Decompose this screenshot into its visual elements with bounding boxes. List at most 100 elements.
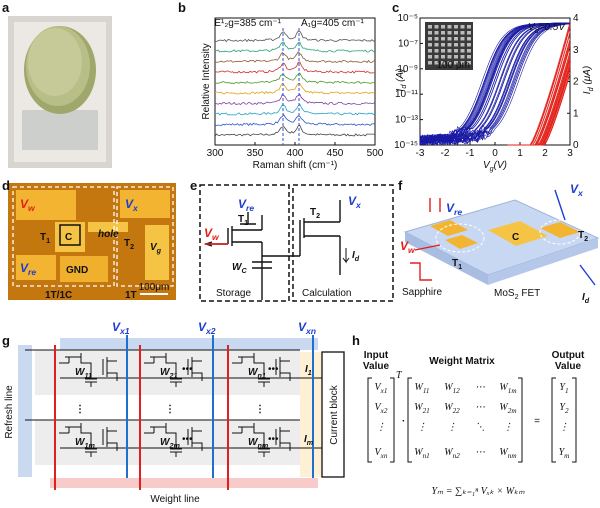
inset-cell — [447, 25, 452, 29]
arrow — [554, 189, 596, 286]
peak-label: E¹₂g=385 cm⁻¹ — [214, 18, 281, 29]
label: T2 — [310, 207, 320, 220]
inset-cell — [447, 55, 452, 59]
dash-box — [199, 184, 290, 302]
pad — [16, 255, 56, 280]
matrix-entry-part: 12 — [453, 387, 461, 395]
inset-cell — [447, 43, 452, 47]
cell — [144, 423, 203, 457]
label: · — [402, 416, 405, 427]
matrix-entry-part: m — [564, 452, 569, 460]
label: 1T — [125, 290, 137, 301]
inset-cell — [467, 55, 471, 59]
label: ••• — [182, 364, 193, 375]
label-part: C — [241, 266, 247, 275]
label: ••• — [182, 434, 193, 445]
label-part: nm — [257, 441, 268, 450]
band — [18, 345, 32, 477]
matrix-entry: ⋮ — [559, 422, 569, 433]
pad — [120, 190, 170, 218]
inset-cell — [428, 49, 432, 53]
label: Calculation — [302, 288, 351, 299]
label: Vre — [446, 201, 462, 217]
spectrum — [214, 103, 376, 116]
label-part: V — [150, 242, 158, 253]
label: ⋮ — [165, 404, 175, 415]
inset-cell — [434, 31, 439, 35]
label-part: W — [248, 437, 259, 448]
inset-cell — [454, 55, 458, 59]
bracket — [551, 377, 556, 463]
label: W21 — [160, 367, 177, 380]
pad — [60, 256, 108, 282]
pad — [540, 222, 580, 238]
matrix-entry: Wn1 — [414, 447, 430, 460]
annotation-part: V — [528, 22, 536, 33]
substrate — [405, 232, 488, 285]
matrix-entry-part: W — [499, 402, 509, 413]
y-axis-label: Relative Intensity — [201, 43, 212, 119]
y2-axis-label-part: I — [582, 91, 593, 94]
inset-cell — [434, 37, 439, 41]
panel-letter: a — [2, 0, 10, 15]
label-part: V — [446, 201, 455, 215]
inset-cell — [460, 25, 465, 29]
scale-label: 100 μm — [436, 60, 470, 71]
bracket — [572, 377, 577, 463]
label: GND — [66, 265, 88, 276]
inset-cell — [454, 49, 458, 53]
panel-letter: g — [2, 333, 10, 348]
label-part: 1 — [46, 236, 50, 245]
inset-cell — [460, 49, 465, 53]
pad — [488, 221, 548, 246]
label: W2m — [160, 437, 180, 450]
matrix-entry-part: V — [375, 382, 383, 393]
label-part: w — [212, 232, 220, 242]
matrix-entry-part: ⋮ — [503, 422, 513, 433]
matrix-entry: ⋮ — [376, 422, 386, 433]
label: T — [396, 370, 403, 381]
label: Storage — [216, 288, 251, 299]
label: Id — [352, 250, 360, 263]
y2-axis-label-part: (μA) — [582, 66, 593, 88]
label: ••• — [268, 434, 279, 445]
label: Im — [304, 434, 314, 447]
substrate — [488, 238, 598, 285]
panel-letter: h — [352, 333, 360, 348]
circle — [435, 223, 485, 253]
cell — [232, 353, 291, 387]
label: C — [65, 232, 72, 243]
inset-cell — [460, 61, 465, 65]
matrix-entry-part: W — [415, 382, 425, 393]
annotation-part: =0.5V — [539, 22, 567, 33]
matrix-entry-part: xn — [380, 452, 388, 460]
inset-cell — [460, 37, 465, 41]
matrix-entry: ⋮ — [447, 422, 457, 433]
label-part: W — [160, 437, 171, 448]
label-part: x1 — [119, 326, 130, 336]
label: Vx — [125, 197, 139, 213]
panel-letter: f — [398, 178, 403, 193]
panel-letter: c — [392, 0, 399, 15]
dash-box — [292, 184, 394, 302]
matrix-entry-part: Y — [559, 447, 566, 458]
inset-cell — [441, 55, 445, 59]
inset-cell — [428, 55, 432, 59]
matrix-entry: ⋯ — [475, 382, 485, 393]
pad — [445, 235, 478, 249]
inset-cell — [428, 37, 432, 41]
matrix-entry-part: 21 — [423, 407, 430, 415]
label-part: re — [28, 267, 36, 277]
label-part: 11 — [84, 371, 91, 380]
matrix-entry: Wnm — [499, 447, 516, 460]
label-part: V — [112, 320, 121, 334]
label: Vxn — [298, 320, 316, 336]
label-part: x — [355, 200, 362, 210]
matrix-entry: W22 — [444, 402, 460, 415]
band — [60, 338, 318, 350]
inset-cell — [434, 61, 439, 65]
matrix-entry-part: ⋯ — [475, 382, 485, 393]
y-tick-label: 10⁻⁹ — [397, 64, 418, 75]
spectrum — [214, 82, 376, 95]
